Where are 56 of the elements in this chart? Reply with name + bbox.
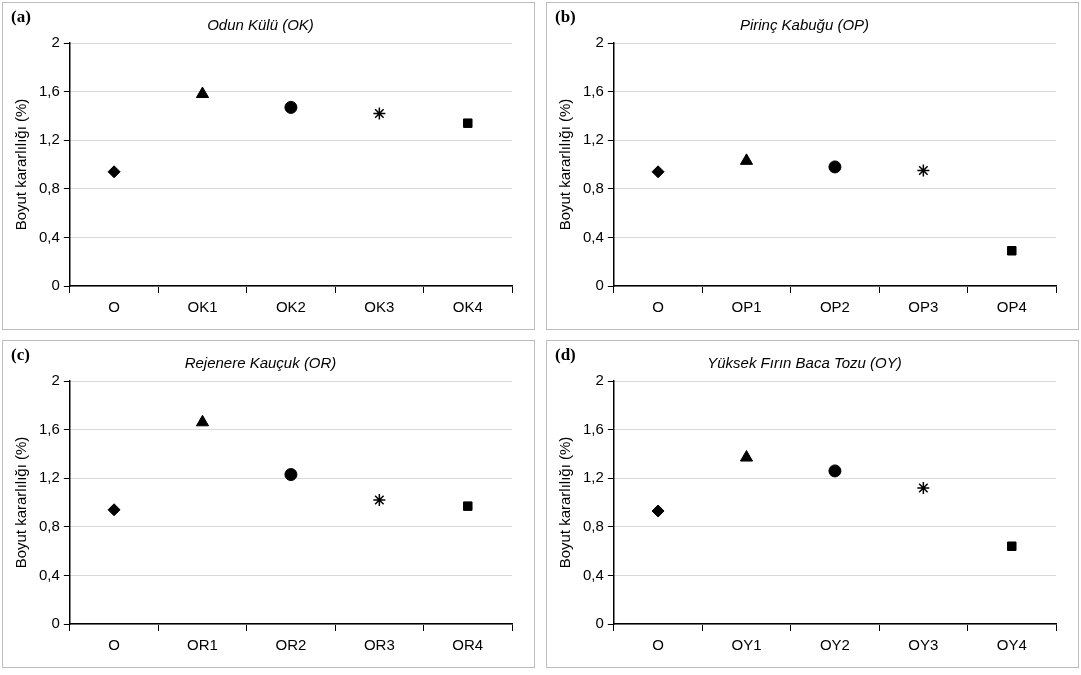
y-tick-label: 1,2	[582, 130, 604, 148]
y-tick-label: 0,8	[38, 516, 60, 534]
y-tick-label: 2	[595, 33, 604, 51]
y-axis-title: Boyut kararlılığı (%)	[12, 436, 30, 569]
x-tick-label: OY3	[908, 636, 939, 654]
y-tick-label: 2	[51, 371, 60, 389]
y-tick-label: 1,6	[582, 419, 604, 437]
chart-title: Odun Külü (OK)	[207, 16, 314, 34]
x-tick-label: OP2	[819, 298, 850, 316]
x-tick-label: OP3	[908, 298, 939, 316]
y-axis-title: Boyut kararlılığı (%)	[556, 98, 574, 231]
y-tick-label: 0,4	[582, 565, 604, 583]
y-tick-label: 0,8	[38, 178, 60, 196]
y-tick-label: 0	[595, 614, 604, 632]
x-tick-label: OR3	[363, 636, 395, 654]
x-tick-label: OR4	[452, 636, 484, 654]
chart-title: Yüksek Fırın Baca Tozu (OY)	[707, 354, 902, 372]
x-tick-label: OK4	[452, 298, 483, 316]
x-tick-label: O	[108, 298, 120, 316]
text: (b)	[555, 6, 576, 26]
x-tick-label: OP4	[996, 298, 1027, 316]
text: (c)	[11, 344, 30, 364]
y-tick-label: 0	[51, 276, 60, 294]
x-tick-label: O	[108, 636, 120, 654]
x-tick-label: OR2	[275, 636, 307, 654]
chart-title: Rejenere Kauçuk (OR)	[184, 354, 337, 372]
x-tick-label: OY4	[996, 636, 1027, 654]
y-tick-label: 0,4	[38, 227, 60, 245]
y-tick-label: 0,8	[582, 178, 604, 196]
x-tick-label: OK1	[187, 298, 218, 316]
y-axis-title: Boyut kararlılığı (%)	[12, 98, 30, 231]
y-tick-label: 1,6	[38, 81, 60, 99]
x-tick-label: O	[652, 636, 664, 654]
y-tick-label: 1,6	[38, 419, 60, 437]
y-axis-title: Boyut kararlılığı (%)	[556, 436, 574, 569]
y-tick-label: 0,8	[582, 516, 604, 534]
x-tick-label: OR1	[187, 636, 218, 654]
y-tick-label: 2	[51, 33, 60, 51]
y-tick-label: 0	[595, 276, 604, 294]
y-tick-label: 1,2	[38, 468, 60, 486]
text: (d)	[555, 344, 576, 364]
x-tick-label: OK3	[364, 298, 395, 316]
x-tick-label: OP1	[731, 298, 762, 316]
x-tick-label: OY2	[819, 636, 850, 654]
x-tick-label: O	[652, 298, 664, 316]
chart-title: Pirinç Kabuğu (OP)	[739, 16, 870, 34]
y-tick-label: 2	[595, 371, 604, 389]
y-tick-label: 0,4	[582, 227, 604, 245]
x-tick-label: OK2	[275, 298, 306, 316]
x-tick-label: OY1	[731, 636, 762, 654]
y-tick-label: 1,2	[38, 130, 60, 148]
y-tick-label: 0	[51, 614, 60, 632]
text: (a)	[11, 6, 31, 26]
y-tick-label: 0,4	[38, 565, 60, 583]
y-tick-label: 1,2	[582, 468, 604, 486]
y-tick-label: 1,6	[582, 81, 604, 99]
